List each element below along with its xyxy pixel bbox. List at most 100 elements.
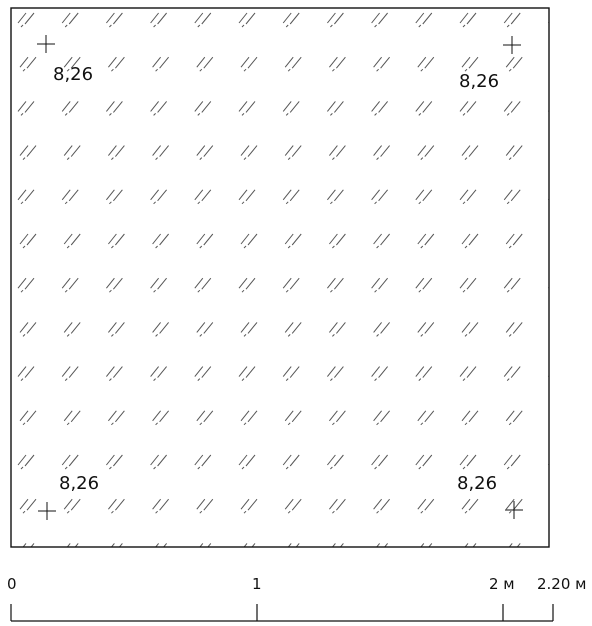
- hatch-stroke: [459, 277, 469, 289]
- hatch-stroke: [111, 510, 114, 514]
- hatch-stroke: [371, 454, 380, 466]
- hatch-stroke: [20, 201, 24, 205]
- hatch-stroke: [113, 12, 123, 25]
- hatch-stroke: [196, 410, 206, 422]
- hatch-stroke: [196, 498, 206, 510]
- hatch-stroke: [459, 366, 469, 377]
- hatch-stroke: [508, 68, 512, 72]
- hatch-stroke: [332, 245, 335, 249]
- hatch-stroke: [26, 498, 37, 511]
- hatch-stroke: [64, 201, 68, 205]
- hatch-stroke: [26, 322, 37, 334]
- hatch-stroke: [109, 289, 112, 293]
- survey-mark-top-left: [37, 35, 55, 53]
- hatch-stroke: [373, 145, 382, 156]
- hatch-stroke: [510, 366, 521, 378]
- hatch-stroke: [332, 157, 335, 160]
- hatch-stroke: [551, 290, 553, 292]
- hatch-stroke: [203, 233, 214, 246]
- hatch-stroke: [557, 499, 566, 510]
- hatch-stroke: [380, 233, 390, 246]
- hatch-stroke: [63, 322, 73, 333]
- hatch-stroke: [199, 68, 203, 72]
- hatch-stroke: [196, 233, 206, 245]
- hatch-stroke: [424, 322, 435, 334]
- hatch-stroke: [240, 233, 250, 245]
- hatch-pattern: [17, 12, 566, 557]
- hatch-stroke: [199, 543, 204, 547]
- hatch-stroke: [550, 411, 558, 421]
- hatch-stroke: [550, 322, 558, 332]
- hatch-stroke: [243, 68, 247, 72]
- hatch-stroke: [286, 555, 288, 557]
- hatch-stroke: [24, 101, 35, 113]
- hatch-stroke: [468, 410, 479, 423]
- hatch-stroke: [468, 233, 479, 246]
- hatch-stroke: [22, 68, 26, 72]
- hatch-stroke: [503, 454, 513, 466]
- hatch-stroke: [551, 467, 553, 469]
- hatch-stroke: [468, 56, 479, 69]
- hatch-stroke: [374, 466, 377, 470]
- hatch-stroke: [247, 322, 258, 334]
- hatch-stroke: [417, 498, 427, 510]
- hatch-stroke: [287, 157, 291, 160]
- hatch-stroke: [468, 498, 479, 511]
- hatch-stroke: [19, 56, 29, 68]
- hatch-stroke: [506, 466, 510, 470]
- hatch-stroke: [419, 555, 421, 557]
- hatch-stroke: [152, 410, 161, 422]
- hatch-stroke: [150, 12, 159, 24]
- hatch-stroke: [417, 145, 427, 156]
- hatch-stroke: [555, 455, 564, 466]
- hatch-stroke: [113, 454, 123, 467]
- hatch-stroke: [508, 510, 512, 514]
- hatch-stroke: [424, 233, 435, 246]
- hatch-stroke: [65, 555, 67, 557]
- hatch-stroke: [19, 233, 29, 245]
- hatch-stroke: [506, 113, 510, 116]
- hatch-stroke: [70, 56, 81, 69]
- hatch-stroke: [157, 366, 167, 378]
- hatch-stroke: [332, 334, 335, 337]
- hatch-stroke: [415, 189, 425, 201]
- hatch-stroke: [384, 543, 388, 547]
- hatch-stroke: [422, 277, 433, 290]
- hatch-stroke: [503, 277, 513, 289]
- hatch-stroke: [512, 56, 523, 69]
- hatch-stroke: [374, 201, 377, 205]
- hatch-stroke: [247, 233, 258, 246]
- hatch-stroke: [332, 422, 335, 426]
- hatch-stroke: [415, 101, 425, 112]
- hatch-stroke: [464, 157, 468, 160]
- hatch-stroke: [461, 56, 471, 68]
- hatch-stroke: [380, 145, 390, 157]
- hatch-stroke: [19, 322, 29, 333]
- hatch-stroke: [550, 57, 558, 67]
- hatch-stroke: [371, 12, 380, 24]
- hatch-stroke: [285, 24, 289, 28]
- hatch-stroke: [111, 68, 114, 72]
- hatch-stroke: [291, 145, 302, 157]
- hatch-stroke: [555, 367, 564, 378]
- hatch-stroke: [197, 24, 201, 28]
- hatch-stroke: [241, 289, 245, 293]
- hatch-stroke: [373, 322, 382, 333]
- hatch-stroke: [295, 543, 300, 547]
- hatch-stroke: [506, 201, 510, 205]
- hatch-stroke: [415, 277, 425, 289]
- hatch-stroke: [422, 12, 433, 25]
- hatch-stroke: [243, 245, 247, 249]
- hatch-stroke: [555, 190, 564, 201]
- hatch-stroke: [20, 378, 24, 381]
- hatch-stroke: [66, 334, 70, 337]
- hatch-stroke: [284, 410, 294, 422]
- hatch-stroke: [106, 277, 115, 289]
- hatch-stroke: [198, 555, 200, 557]
- hatch-stroke: [380, 322, 390, 334]
- hatch-stroke: [68, 12, 79, 25]
- hatch-stroke: [197, 289, 201, 293]
- hatch-stroke: [329, 145, 338, 156]
- hatch-stroke: [466, 12, 477, 25]
- hatch-stroke: [70, 233, 81, 246]
